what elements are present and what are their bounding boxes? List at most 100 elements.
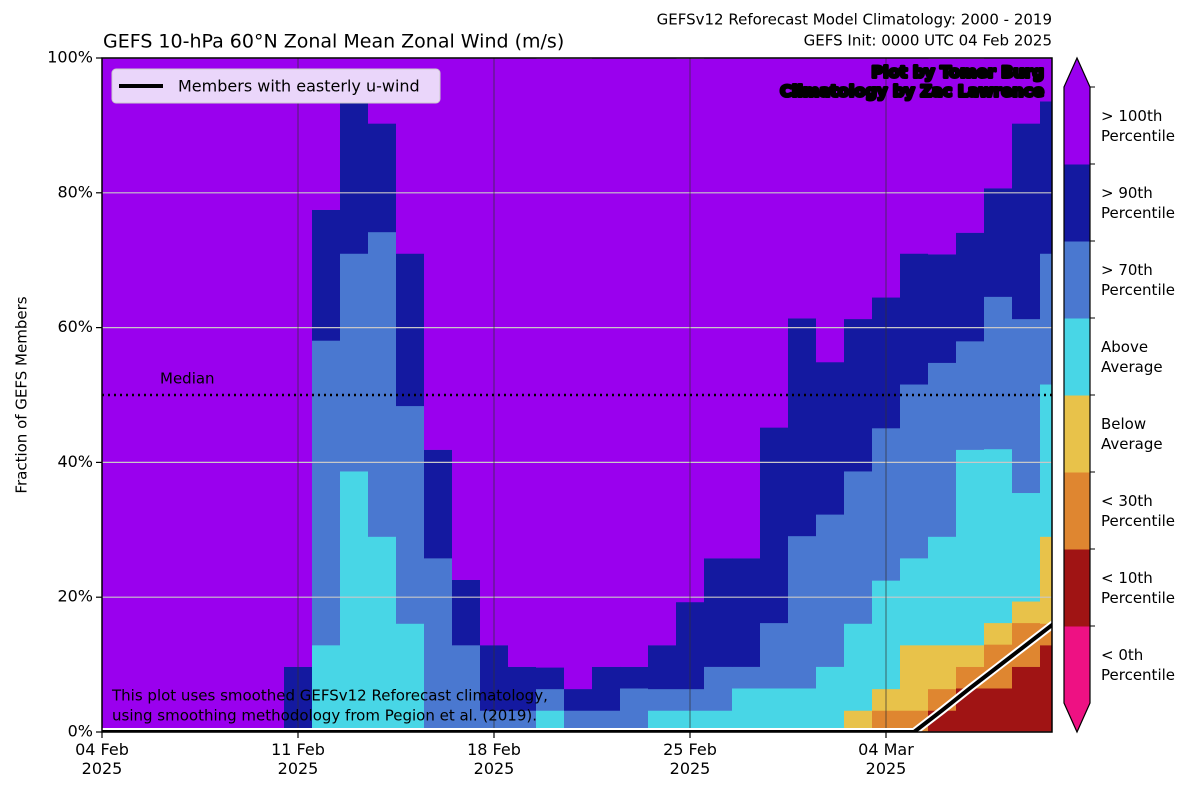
colorbar-swatch xyxy=(1064,626,1090,704)
stack-cell xyxy=(1012,123,1041,320)
stack-cell xyxy=(592,710,621,732)
stack-cell xyxy=(144,58,173,732)
stack-cell xyxy=(592,666,621,711)
stack-cell xyxy=(760,427,789,624)
stack-cell xyxy=(620,666,649,689)
stack-cell xyxy=(452,58,481,580)
colorbar-label: < 10th Percentile xyxy=(1101,568,1176,607)
stack-cell xyxy=(312,645,341,732)
stack-cell xyxy=(704,558,733,667)
stack-cell xyxy=(928,536,957,646)
stack-cell xyxy=(844,471,873,624)
stack-cell xyxy=(396,623,425,732)
stack-cell xyxy=(396,253,425,407)
stack-cell xyxy=(536,710,565,732)
stack-cell xyxy=(760,58,789,428)
note: This plot uses smoothed GEFSv12 Reforeca… xyxy=(111,687,548,705)
annotation: Climatology by Zac Lawrence xyxy=(780,82,1044,101)
stack-cell xyxy=(1040,384,1052,537)
stack-cell xyxy=(368,123,397,233)
stack-cell xyxy=(984,622,1013,645)
y-tick-label: 20% xyxy=(57,587,93,606)
stack-cell xyxy=(732,58,761,559)
stack-cell xyxy=(648,688,677,711)
colorbar-extend-top xyxy=(1064,58,1090,87)
stack-cell xyxy=(1012,492,1041,602)
stack-cell xyxy=(424,558,453,732)
stack-cell xyxy=(452,579,481,646)
stack-cell xyxy=(816,361,845,515)
y-axis-label: Fraction of GEFS Members xyxy=(13,296,31,493)
stack-cell xyxy=(424,58,453,450)
stack-cell xyxy=(1040,253,1052,385)
stack-cell xyxy=(508,666,537,711)
colorbar-extend-bottom xyxy=(1064,703,1090,732)
stack-cell xyxy=(788,318,817,537)
annotation: Plot by Tomer Burg xyxy=(871,63,1044,82)
note: using smoothing methodology from Pegion … xyxy=(112,707,537,725)
y-tick-label: 0% xyxy=(68,722,93,741)
colorbar-label: Below Average xyxy=(1101,414,1163,453)
stack-cell xyxy=(536,688,565,711)
y-tick-label: 100% xyxy=(47,48,93,67)
stack-cell xyxy=(1012,666,1041,732)
stack-cell xyxy=(732,558,761,667)
stack-cell xyxy=(536,58,565,668)
stack-cell xyxy=(592,58,621,667)
stack-cell xyxy=(760,622,789,689)
stack-cell xyxy=(788,58,817,319)
stack-cell xyxy=(1040,536,1052,624)
colorbar-swatch xyxy=(1064,395,1090,473)
x-tick-label: 18 Feb 2025 xyxy=(467,740,521,778)
stack-cell xyxy=(844,58,873,320)
plot-frame xyxy=(101,57,1053,733)
stack-cell xyxy=(1012,601,1041,624)
stack-cell xyxy=(816,514,845,667)
colorbar-label: < 30th Percentile xyxy=(1101,491,1176,530)
stack-cell xyxy=(564,58,593,690)
stack-cell xyxy=(844,623,873,711)
subtitle: GEFSv12 Reforecast Model Climatology: 20… xyxy=(657,11,1052,29)
stack-cell xyxy=(452,645,481,732)
stack-cell xyxy=(648,58,677,646)
colorbar-swatch xyxy=(1064,164,1090,242)
stack-cell xyxy=(536,667,565,690)
x-tick-label: 25 Feb 2025 xyxy=(663,740,717,778)
stack-cell xyxy=(508,710,537,732)
y-tick-label: 80% xyxy=(57,182,93,201)
stack-cell xyxy=(928,645,957,690)
median-label: Median xyxy=(160,370,215,388)
stack-cell xyxy=(816,58,845,363)
stack-cell xyxy=(620,58,649,667)
stack-cell xyxy=(732,666,761,689)
colorbar-outline xyxy=(1063,56,1091,734)
stack-cell xyxy=(564,710,593,732)
stack-cell xyxy=(900,253,929,385)
stack-cell xyxy=(956,232,985,342)
legend-box xyxy=(111,68,441,104)
colorbar-swatch xyxy=(1064,472,1090,550)
stack-cell xyxy=(984,688,1013,732)
stack-cell xyxy=(704,666,733,711)
stack-cell xyxy=(704,58,733,559)
stack-cell xyxy=(928,58,957,255)
colorbar-label: > 90th Percentile xyxy=(1101,183,1176,222)
stack-cell xyxy=(984,448,1013,624)
stack-cell xyxy=(956,645,985,667)
y-tick-label: 40% xyxy=(57,452,93,471)
stack-cell xyxy=(984,188,1013,297)
stack-cell xyxy=(508,58,537,667)
plot-area xyxy=(102,58,1052,732)
stack-cell xyxy=(312,340,341,646)
colorbar-label: Above Average xyxy=(1101,337,1163,376)
stack-cell xyxy=(928,362,957,537)
stack-cell xyxy=(984,58,1013,189)
stack-cell xyxy=(760,688,789,732)
legend-label: Members with easterly u-wind xyxy=(178,77,420,96)
stack-cell xyxy=(1012,318,1041,494)
stack-cell xyxy=(648,710,677,732)
stack-cell xyxy=(732,688,761,732)
stack-cell xyxy=(396,405,425,624)
